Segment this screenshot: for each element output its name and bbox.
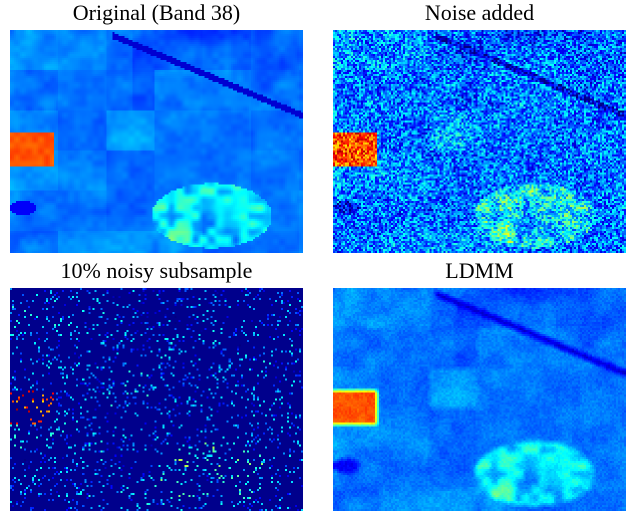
panel-original: Original (Band 38) xyxy=(10,0,303,256)
original-band-image xyxy=(10,30,303,253)
panel-caption: LDMM xyxy=(445,258,514,283)
panel-noisy: Noise added xyxy=(333,0,626,256)
noisy-band-image xyxy=(333,30,626,253)
panel-ldmm: LDMM xyxy=(333,258,626,514)
subsample-image xyxy=(10,288,303,511)
panel-caption: Noise added xyxy=(424,0,535,25)
panel-caption: Original (Band 38) xyxy=(72,0,241,25)
panel-subsample: 10% noisy subsample xyxy=(10,258,303,514)
ldmm-reconstruction-image xyxy=(333,288,626,511)
panel-caption: 10% noisy subsample xyxy=(60,258,253,283)
